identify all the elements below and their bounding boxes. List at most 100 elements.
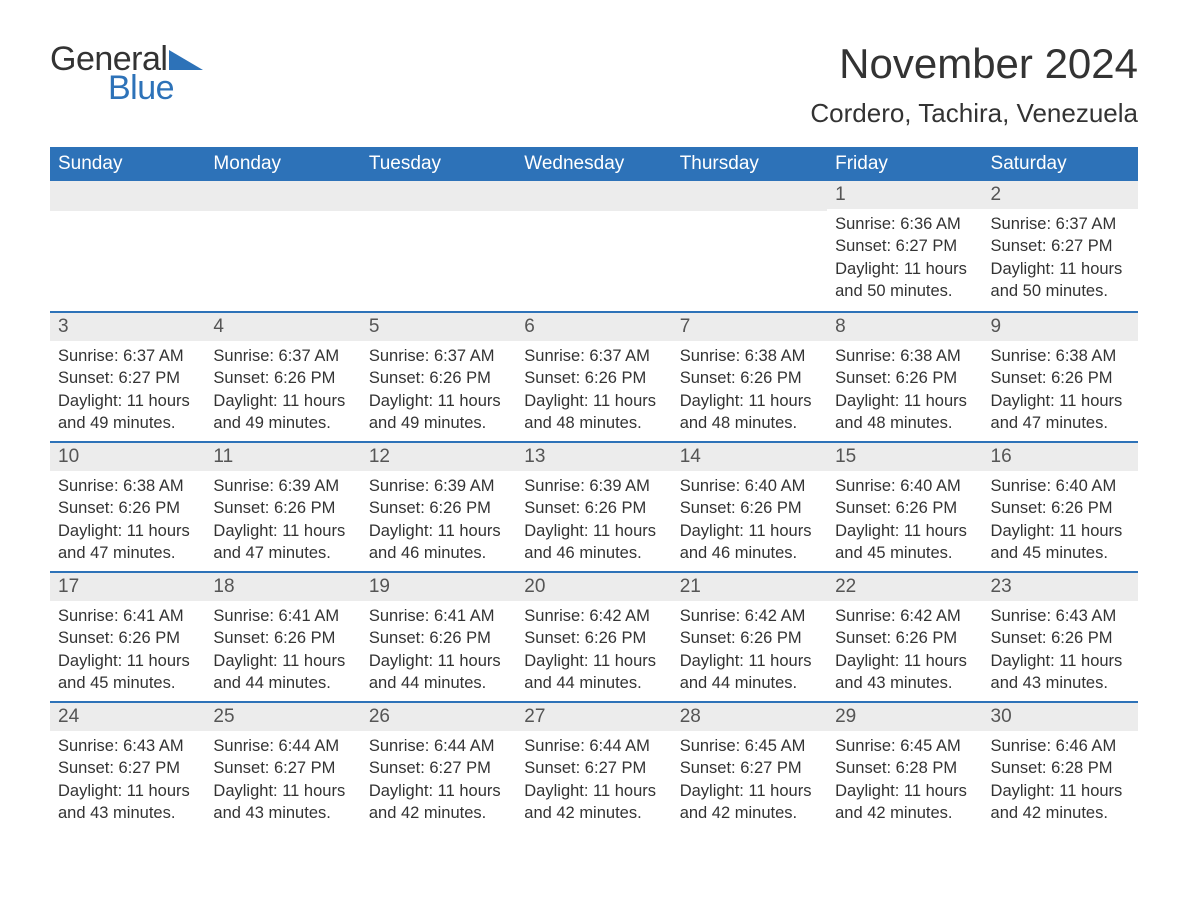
day-details: Sunrise: 6:38 AMSunset: 6:26 PMDaylight:… (827, 341, 982, 440)
day-number: 3 (50, 311, 205, 341)
day-number: 1 (827, 181, 982, 209)
day-number: 18 (205, 571, 360, 601)
weekday-friday: Friday (827, 147, 982, 181)
day-details: Sunrise: 6:37 AMSunset: 6:26 PMDaylight:… (361, 341, 516, 440)
day-cell: 27Sunrise: 6:44 AMSunset: 6:27 PMDayligh… (516, 701, 671, 831)
day-details: Sunrise: 6:45 AMSunset: 6:28 PMDaylight:… (827, 731, 982, 830)
empty-cell (672, 181, 827, 311)
calendar-row: 3Sunrise: 6:37 AMSunset: 6:27 PMDaylight… (50, 311, 1138, 441)
day-details: Sunrise: 6:37 AMSunset: 6:26 PMDaylight:… (205, 341, 360, 440)
calendar-row: 10Sunrise: 6:38 AMSunset: 6:26 PMDayligh… (50, 441, 1138, 571)
day-details: Sunrise: 6:44 AMSunset: 6:27 PMDaylight:… (205, 731, 360, 830)
weekday-tuesday: Tuesday (361, 147, 516, 181)
day-details: Sunrise: 6:39 AMSunset: 6:26 PMDaylight:… (516, 471, 671, 570)
day-details: Sunrise: 6:39 AMSunset: 6:26 PMDaylight:… (205, 471, 360, 570)
day-cell: 26Sunrise: 6:44 AMSunset: 6:27 PMDayligh… (361, 701, 516, 831)
day-cell: 23Sunrise: 6:43 AMSunset: 6:26 PMDayligh… (983, 571, 1138, 701)
day-cell: 8Sunrise: 6:38 AMSunset: 6:26 PMDaylight… (827, 311, 982, 441)
empty-cell (516, 181, 671, 311)
day-number: 26 (361, 701, 516, 731)
day-cell: 24Sunrise: 6:43 AMSunset: 6:27 PMDayligh… (50, 701, 205, 831)
day-number: 5 (361, 311, 516, 341)
day-cell: 17Sunrise: 6:41 AMSunset: 6:26 PMDayligh… (50, 571, 205, 701)
day-cell: 13Sunrise: 6:39 AMSunset: 6:26 PMDayligh… (516, 441, 671, 571)
day-number: 27 (516, 701, 671, 731)
day-number: 17 (50, 571, 205, 601)
day-details: Sunrise: 6:38 AMSunset: 6:26 PMDaylight:… (672, 341, 827, 440)
day-details: Sunrise: 6:37 AMSunset: 6:27 PMDaylight:… (983, 209, 1138, 308)
day-details: Sunrise: 6:37 AMSunset: 6:27 PMDaylight:… (50, 341, 205, 440)
empty-cell (205, 181, 360, 311)
day-number: 11 (205, 441, 360, 471)
day-number: 23 (983, 571, 1138, 601)
calendar-row: 1Sunrise: 6:36 AMSunset: 6:27 PMDaylight… (50, 181, 1138, 311)
month-title: November 2024 (810, 40, 1138, 88)
day-number: 25 (205, 701, 360, 731)
weekday-saturday: Saturday (983, 147, 1138, 181)
location: Cordero, Tachira, Venezuela (810, 98, 1138, 129)
day-number: 16 (983, 441, 1138, 471)
day-number: 28 (672, 701, 827, 731)
day-number: 4 (205, 311, 360, 341)
day-cell: 22Sunrise: 6:42 AMSunset: 6:26 PMDayligh… (827, 571, 982, 701)
day-details: Sunrise: 6:41 AMSunset: 6:26 PMDaylight:… (50, 601, 205, 700)
day-cell: 9Sunrise: 6:38 AMSunset: 6:26 PMDaylight… (983, 311, 1138, 441)
day-cell: 18Sunrise: 6:41 AMSunset: 6:26 PMDayligh… (205, 571, 360, 701)
day-number: 15 (827, 441, 982, 471)
day-cell: 16Sunrise: 6:40 AMSunset: 6:26 PMDayligh… (983, 441, 1138, 571)
day-number: 6 (516, 311, 671, 341)
logo: General Blue (50, 40, 203, 108)
day-cell: 28Sunrise: 6:45 AMSunset: 6:27 PMDayligh… (672, 701, 827, 831)
calendar-row: 17Sunrise: 6:41 AMSunset: 6:26 PMDayligh… (50, 571, 1138, 701)
day-cell: 29Sunrise: 6:45 AMSunset: 6:28 PMDayligh… (827, 701, 982, 831)
weekday-thursday: Thursday (672, 147, 827, 181)
day-cell: 25Sunrise: 6:44 AMSunset: 6:27 PMDayligh… (205, 701, 360, 831)
day-number: 8 (827, 311, 982, 341)
day-details: Sunrise: 6:46 AMSunset: 6:28 PMDaylight:… (983, 731, 1138, 830)
day-details: Sunrise: 6:43 AMSunset: 6:26 PMDaylight:… (983, 601, 1138, 700)
calendar-row: 24Sunrise: 6:43 AMSunset: 6:27 PMDayligh… (50, 701, 1138, 831)
day-details: Sunrise: 6:40 AMSunset: 6:26 PMDaylight:… (672, 471, 827, 570)
day-details: Sunrise: 6:44 AMSunset: 6:27 PMDaylight:… (516, 731, 671, 830)
day-cell: 21Sunrise: 6:42 AMSunset: 6:26 PMDayligh… (672, 571, 827, 701)
day-details: Sunrise: 6:45 AMSunset: 6:27 PMDaylight:… (672, 731, 827, 830)
day-cell: 5Sunrise: 6:37 AMSunset: 6:26 PMDaylight… (361, 311, 516, 441)
empty-cell (50, 181, 205, 311)
day-cell: 7Sunrise: 6:38 AMSunset: 6:26 PMDaylight… (672, 311, 827, 441)
day-details: Sunrise: 6:39 AMSunset: 6:26 PMDaylight:… (361, 471, 516, 570)
weekday-monday: Monday (205, 147, 360, 181)
empty-cell (361, 181, 516, 311)
day-details: Sunrise: 6:41 AMSunset: 6:26 PMDaylight:… (205, 601, 360, 700)
weekday-sunday: Sunday (50, 147, 205, 181)
day-cell: 12Sunrise: 6:39 AMSunset: 6:26 PMDayligh… (361, 441, 516, 571)
day-cell: 19Sunrise: 6:41 AMSunset: 6:26 PMDayligh… (361, 571, 516, 701)
day-number: 14 (672, 441, 827, 471)
weekday-header-row: Sunday Monday Tuesday Wednesday Thursday… (50, 147, 1138, 181)
day-details: Sunrise: 6:43 AMSunset: 6:27 PMDaylight:… (50, 731, 205, 830)
day-number: 2 (983, 181, 1138, 209)
day-number: 24 (50, 701, 205, 731)
day-number: 20 (516, 571, 671, 601)
day-cell: 11Sunrise: 6:39 AMSunset: 6:26 PMDayligh… (205, 441, 360, 571)
day-cell: 20Sunrise: 6:42 AMSunset: 6:26 PMDayligh… (516, 571, 671, 701)
day-details: Sunrise: 6:44 AMSunset: 6:27 PMDaylight:… (361, 731, 516, 830)
day-number: 13 (516, 441, 671, 471)
day-details: Sunrise: 6:36 AMSunset: 6:27 PMDaylight:… (827, 209, 982, 308)
day-cell: 10Sunrise: 6:38 AMSunset: 6:26 PMDayligh… (50, 441, 205, 571)
day-details: Sunrise: 6:42 AMSunset: 6:26 PMDaylight:… (672, 601, 827, 700)
logo-text-blue: Blue (108, 69, 203, 108)
day-number: 21 (672, 571, 827, 601)
day-cell: 1Sunrise: 6:36 AMSunset: 6:27 PMDaylight… (827, 181, 982, 311)
day-number: 10 (50, 441, 205, 471)
weekday-wednesday: Wednesday (516, 147, 671, 181)
day-details: Sunrise: 6:41 AMSunset: 6:26 PMDaylight:… (361, 601, 516, 700)
day-details: Sunrise: 6:38 AMSunset: 6:26 PMDaylight:… (983, 341, 1138, 440)
day-number: 9 (983, 311, 1138, 341)
title-block: November 2024 Cordero, Tachira, Venezuel… (810, 40, 1138, 129)
day-cell: 4Sunrise: 6:37 AMSunset: 6:26 PMDaylight… (205, 311, 360, 441)
day-details: Sunrise: 6:42 AMSunset: 6:26 PMDaylight:… (827, 601, 982, 700)
day-cell: 6Sunrise: 6:37 AMSunset: 6:26 PMDaylight… (516, 311, 671, 441)
day-cell: 2Sunrise: 6:37 AMSunset: 6:27 PMDaylight… (983, 181, 1138, 311)
day-details: Sunrise: 6:40 AMSunset: 6:26 PMDaylight:… (827, 471, 982, 570)
day-cell: 14Sunrise: 6:40 AMSunset: 6:26 PMDayligh… (672, 441, 827, 571)
